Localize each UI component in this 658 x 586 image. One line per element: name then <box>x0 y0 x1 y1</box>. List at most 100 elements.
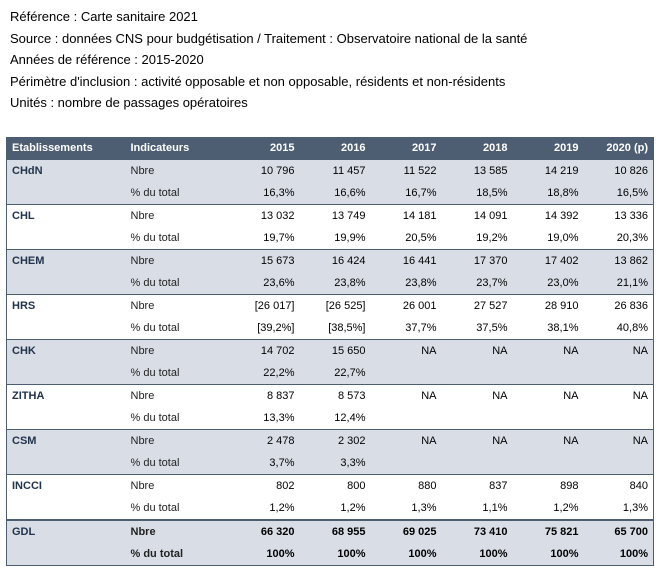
cell-etablissement: CHL <box>6 204 126 227</box>
cell-value: 898 <box>512 474 584 497</box>
cell-etablissement <box>6 272 126 295</box>
cell-value: NA <box>370 429 442 452</box>
table-row: % du total 100% 100% 100% 100% 100% 100% <box>6 543 654 566</box>
cell-value: 1,3% <box>370 497 442 520</box>
cell-value: 8 837 <box>228 384 300 407</box>
cell-etablissement <box>6 317 126 340</box>
cell-value: 1,2% <box>228 497 300 520</box>
years-line: Années de référence : 2015-2020 <box>10 52 204 67</box>
cell-value: NA <box>512 384 584 407</box>
cell-value: [39,2%] <box>228 317 300 340</box>
cell-value: NA <box>370 384 442 407</box>
cell-etablissement <box>6 452 126 475</box>
cell-value: 22,2% <box>228 362 300 385</box>
cell-etablissement: ZITHA <box>6 384 126 407</box>
cell-value: 27 527 <box>441 294 513 317</box>
cell-etablissement: CSM <box>6 429 126 452</box>
cell-value <box>441 407 513 430</box>
table-row: % du total 3,7% 3,3% <box>6 452 654 475</box>
source-line: Source : données CNS pour budgétisation … <box>10 30 528 46</box>
cell-value: 65 700 <box>583 519 654 543</box>
cell-value: 23,6% <box>228 272 300 295</box>
cell-value: 26 001 <box>370 294 442 317</box>
scope-line: Périmètre d'inclusion : activité opposab… <box>10 73 506 89</box>
cell-value <box>441 452 513 475</box>
table-row: % du total 16,3% 16,6% 16,7% 18,5% 18,8% 16,5% <box>6 182 654 205</box>
cell-value: 66 320 <box>228 519 300 543</box>
table-row: CSM Nbre 2 478 2 302 NA NA NA NA <box>6 429 654 452</box>
cell-value: [38,5%] <box>299 317 371 340</box>
cell-value: 16,7% <box>370 182 442 205</box>
cell-value: 19,7% <box>228 227 300 250</box>
col-header-2016: 2016 <box>299 137 371 160</box>
cell-value: 13 336 <box>583 204 654 227</box>
table-body: CHdN Nbre 10 796 11 457 11 522 13 585 14 219 10… <box>6 159 654 566</box>
cell-value <box>512 407 584 430</box>
cell-indicateur: Nbre <box>125 159 229 182</box>
cell-indicateur: % du total <box>125 543 229 566</box>
table-row: CHdN Nbre 10 796 11 457 11 522 13 585 14 219 10… <box>6 159 654 182</box>
cell-value: 10 796 <box>228 159 300 182</box>
cell-value: 13 862 <box>583 249 654 272</box>
table-row: CHK Nbre 14 702 15 650 NA NA NA NA <box>6 339 654 362</box>
cell-value: 10 826 <box>583 159 654 182</box>
cell-value: 2 478 <box>228 429 300 452</box>
cell-value: NA <box>512 429 584 452</box>
cell-value <box>370 452 442 475</box>
cell-value <box>512 362 584 385</box>
units-line: Unités : nombre de passages opératoires <box>10 95 248 110</box>
cell-indicateur: % du total <box>125 362 229 385</box>
cell-indicateur: % du total <box>125 227 229 250</box>
cell-indicateur: Nbre <box>125 339 229 362</box>
cell-value: [26 017] <box>228 294 300 317</box>
cell-value: 13 585 <box>441 159 513 182</box>
cell-value: 16,6% <box>299 182 371 205</box>
cell-value: 3,7% <box>228 452 300 475</box>
cell-value: NA <box>583 384 654 407</box>
cell-value <box>583 452 654 475</box>
col-header-2018: 2018 <box>441 137 513 160</box>
cell-value: 15 673 <box>228 249 300 272</box>
cell-value: 1,2% <box>299 497 371 520</box>
cell-etablissement: CHdN <box>6 159 126 182</box>
cell-value: 18,5% <box>441 182 513 205</box>
col-header-indicateurs: Indicateurs <box>125 137 229 160</box>
col-header-2017: 2017 <box>370 137 442 160</box>
cell-indicateur: Nbre <box>125 204 229 227</box>
cell-value: 75 821 <box>512 519 584 543</box>
cell-indicateur: Nbre <box>125 294 229 317</box>
cell-value: 12,4% <box>299 407 371 430</box>
cell-indicateur: Nbre <box>125 429 229 452</box>
table-row: % du total 23,6% 23,8% 23,8% 23,7% 23,0% 21,1% <box>6 272 654 295</box>
cell-indicateur: % du total <box>125 182 229 205</box>
cell-value: 22,7% <box>299 362 371 385</box>
cell-etablissement <box>6 362 126 385</box>
cell-etablissement <box>6 182 126 205</box>
table-row: GDL Nbre 66 320 68 955 69 025 73 410 75 821 65 … <box>6 519 654 543</box>
cell-value: 69 025 <box>370 519 442 543</box>
cell-value: 13,3% <box>228 407 300 430</box>
cell-value: 16,3% <box>228 182 300 205</box>
cell-value: 37,7% <box>370 317 442 340</box>
cell-value: 16 424 <box>299 249 371 272</box>
table-row: HRS Nbre [26 017] [26 525] 26 001 27 527 28 91… <box>6 294 654 317</box>
reference-line: Référence : Carte sanitaire 2021 <box>10 9 198 24</box>
cell-value: 1,3% <box>583 497 654 520</box>
cell-value: 38,1% <box>512 317 584 340</box>
cell-value: 19,2% <box>441 227 513 250</box>
cell-value: 19,0% <box>512 227 584 250</box>
cell-indicateur: Nbre <box>125 249 229 272</box>
cell-value: 17 370 <box>441 249 513 272</box>
cell-value: 802 <box>228 474 300 497</box>
cell-value: 23,0% <box>512 272 584 295</box>
cell-etablissement <box>6 227 126 250</box>
col-header-2019: 2019 <box>512 137 584 160</box>
col-header-etablissements: Etablissements <box>6 137 126 160</box>
table-row: % du total 19,7% 19,9% 20,5% 19,2% 19,0% 20,3% <box>6 227 654 250</box>
cell-etablissement <box>6 407 126 430</box>
cell-value: 100% <box>228 543 300 566</box>
cell-value <box>583 407 654 430</box>
cell-value: 8 573 <box>299 384 371 407</box>
table-row: INCCI Nbre 802 800 880 837 898 840 <box>6 474 654 497</box>
cell-value: 11 522 <box>370 159 442 182</box>
